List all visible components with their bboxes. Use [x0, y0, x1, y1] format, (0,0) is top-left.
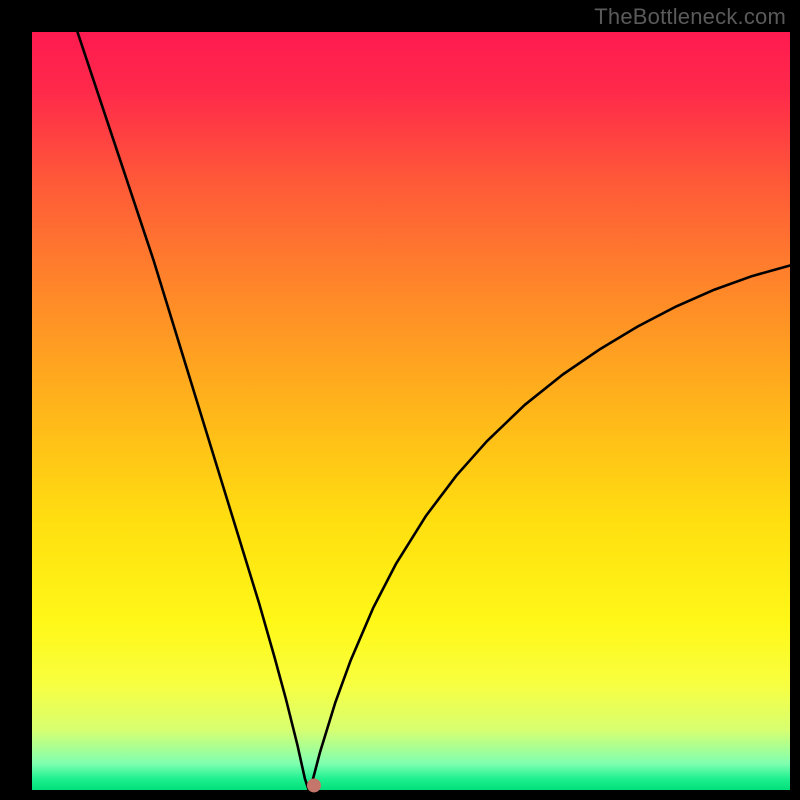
bottleneck-chart: [0, 0, 800, 800]
plot-background: [32, 32, 790, 790]
minimum-marker: [307, 778, 321, 792]
chart-container: TheBottleneck.com: [0, 0, 800, 800]
watermark-label: TheBottleneck.com: [594, 4, 786, 30]
